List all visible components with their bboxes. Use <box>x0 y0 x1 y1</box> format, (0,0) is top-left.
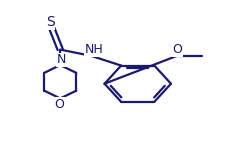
Text: S: S <box>46 15 55 29</box>
Text: NH: NH <box>85 43 103 56</box>
Text: N: N <box>57 53 66 66</box>
Text: O: O <box>172 43 182 56</box>
Text: O: O <box>54 98 64 111</box>
